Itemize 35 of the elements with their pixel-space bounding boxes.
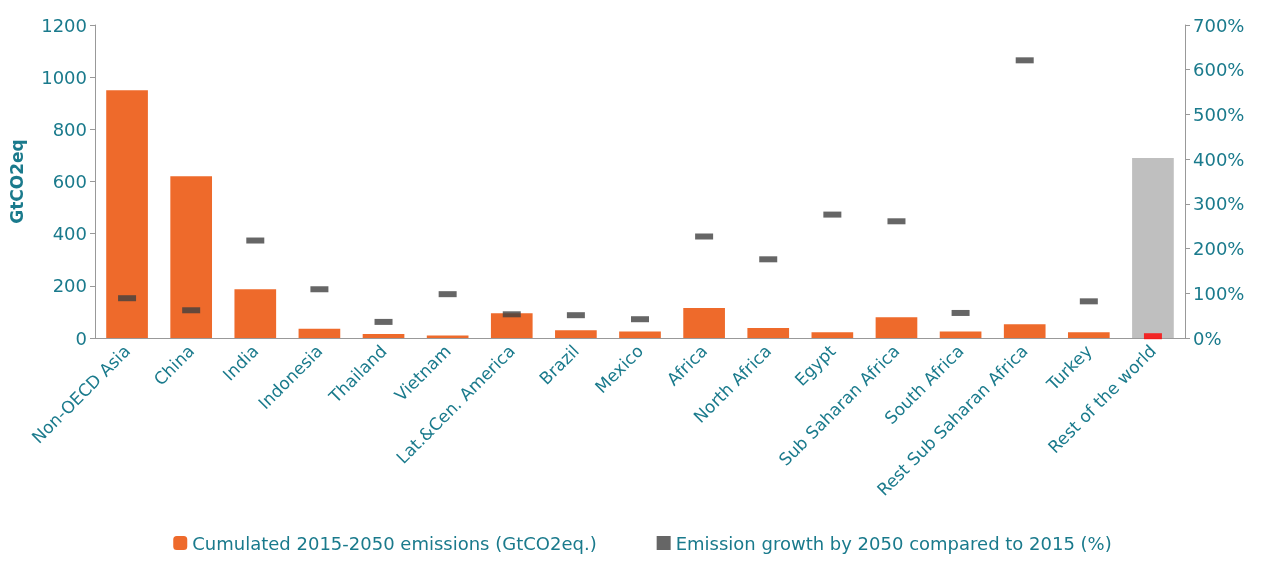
bar (234, 289, 277, 338)
bar (939, 331, 982, 338)
bar (298, 328, 341, 338)
y2-tick-label: 0% (1193, 327, 1222, 349)
y-tick-label: 800 (52, 118, 87, 140)
y-tick-label: 200 (52, 275, 87, 297)
legend-label: Emission growth by 2050 compared to 2015 (%) (675, 532, 1112, 554)
y2-tick-label: 500% (1193, 103, 1245, 125)
bar (683, 308, 725, 338)
y-tick-label: 1200 (41, 14, 87, 36)
legend-label: Cumulated 2015-2050 emissions (GtCO2eq.) (192, 532, 597, 554)
bar (619, 331, 661, 338)
bar (426, 335, 469, 338)
y-tick-label: 0 (75, 327, 87, 349)
y-tick-label: 1000 (41, 66, 87, 88)
y2-tick-label: 700% (1193, 14, 1245, 36)
bar (747, 328, 790, 338)
bar (1003, 324, 1046, 338)
bar (362, 334, 405, 338)
y-axis-title: GtCO2eq (6, 139, 27, 224)
bar (490, 313, 533, 338)
y-tick-label: 400 (52, 223, 87, 245)
y2-tick-label: 400% (1193, 148, 1245, 170)
bar (875, 317, 918, 338)
y-tick-label: 600 (52, 171, 87, 192)
bar (811, 332, 854, 338)
y2-tick-label: 200% (1193, 238, 1245, 260)
y2-tick-label: 300% (1193, 193, 1245, 215)
y2-tick-label: 600% (1193, 59, 1245, 81)
y2-tick-label: 100% (1193, 282, 1245, 304)
bar (170, 176, 213, 338)
bar (1132, 158, 1174, 338)
bar (106, 90, 148, 338)
bar (555, 330, 597, 338)
bar (1067, 332, 1110, 338)
